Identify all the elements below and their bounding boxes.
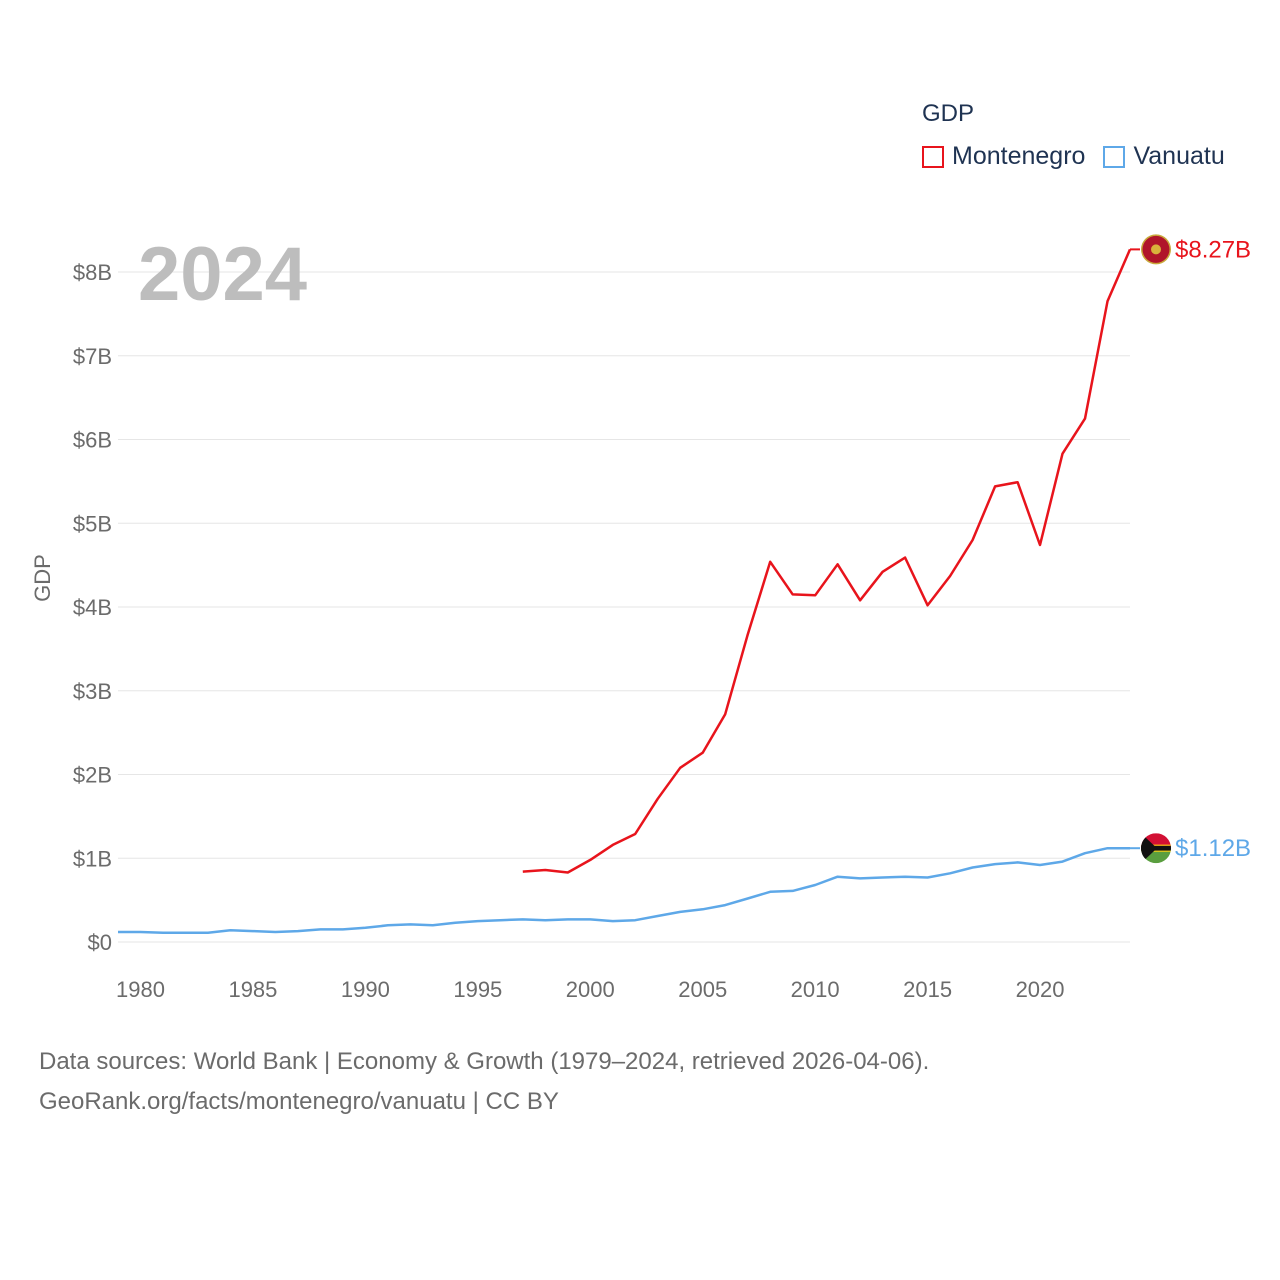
legend: Montenegro Vanuatu [922, 142, 1243, 171]
flag-emblem [1151, 244, 1161, 255]
gdp-line-chart: $0$1B$2B$3B$4B$5B$6B$7B$8B 1980 1985 1990 1… [30, 232, 1251, 1002]
end-label-vanuatu: $1.12B [1175, 835, 1251, 862]
x-tick-label: 1990 [341, 977, 390, 1002]
legend-title: GDP [922, 100, 975, 127]
y-tick-label: $0 [88, 930, 112, 955]
legend-item-vanuatu[interactable]: Vanuatu [1103, 142, 1225, 171]
x-tick-label: 2010 [791, 977, 840, 1002]
footer-sources: Data sources: World Bank | Economy & Gro… [39, 1048, 930, 1075]
legend-item-montenegro[interactable]: Montenegro [922, 142, 1085, 171]
x-tick-label: 2005 [678, 977, 727, 1002]
y-tick-label: $8B [73, 260, 112, 285]
y-tick-label: $7B [73, 344, 112, 369]
flag-triangle [1141, 833, 1157, 864]
y-tick-label: $4B [73, 595, 112, 620]
series-lines [118, 248, 1132, 935]
x-axis-ticks: 1980 1985 1990 1995 2000 2005 2010 2015 2020 [116, 977, 1065, 1002]
flag-body [1141, 833, 1171, 864]
end-label-montenegro: $8.27B [1175, 236, 1251, 263]
flag-marker-montenegro [1141, 234, 1171, 265]
y-axis-ticks: $0 $1B $2B $3B $4B $5B $6B $7B $8B [73, 260, 112, 955]
series-line-montenegro [522, 248, 1132, 874]
legend-swatch-vanuatu [1103, 145, 1126, 168]
footer: Data sources: World Bank | Economy & Gro… [39, 1042, 929, 1122]
legend-label-vanuatu: Vanuatu [1133, 142, 1225, 170]
x-tick-label: 2015 [903, 977, 952, 1002]
year-watermark: 2024 [138, 232, 307, 317]
x-tick-label: 2000 [566, 977, 615, 1002]
legend-swatch-montenegro [922, 145, 944, 168]
y-tick-label: $3B [73, 679, 112, 704]
x-tick-label: 1985 [228, 977, 277, 1002]
gridlines [118, 271, 1130, 943]
x-tick-label: 1995 [453, 977, 502, 1002]
y-tick-label: $1B [73, 846, 112, 871]
y-tick-label: $2B [73, 763, 112, 788]
y-tick-label: $6B [73, 428, 112, 453]
y-tick-label: $5B [73, 511, 112, 536]
x-tick-label: 2020 [1016, 977, 1065, 1002]
footer-attribution: GeoRank.org/facts/montenegro/vanuatu | C… [39, 1088, 559, 1115]
series-line-vanuatu [118, 846, 1130, 935]
x-tick-label: 1980 [116, 977, 165, 1002]
legend-label-montenegro: Montenegro [952, 142, 1086, 170]
y-axis-title: GDP [30, 554, 55, 602]
series-endpoints: $8.27B $1.12B [1130, 234, 1251, 864]
flag-marker-vanuatu [1141, 833, 1171, 864]
